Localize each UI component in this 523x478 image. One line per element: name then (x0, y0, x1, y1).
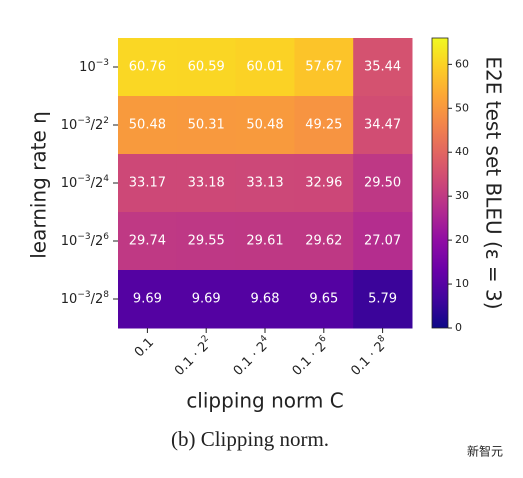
cell-label: 50.31 (188, 118, 225, 133)
label-part: 4 (103, 174, 109, 184)
cell-label: 33.13 (246, 176, 283, 191)
cell-label: 32.96 (305, 176, 342, 191)
x-tick-label: 0.1 · 26 (288, 333, 333, 378)
cell-label: 29.61 (246, 234, 283, 249)
label-part: 2 (199, 333, 210, 344)
label-part: −3 (77, 290, 90, 300)
label-part: −3 (77, 174, 90, 184)
label-part: −3 (96, 58, 109, 68)
cell-label: 33.17 (129, 176, 166, 191)
heatmap-cell (353, 38, 413, 97)
y-tick-label: 10−3/24 (61, 174, 109, 191)
heatmap-cell (353, 270, 413, 329)
cell-label: 60.59 (188, 60, 225, 75)
cell-label: 9.65 (309, 292, 338, 307)
heatmap-cell (176, 212, 237, 271)
y-tick-label: 10−3/22 (61, 116, 109, 133)
x-tick-label: 0.1 · 28 (347, 333, 392, 378)
colorbar (431, 37, 449, 329)
heatmap-cell (235, 38, 295, 97)
caption: (b) Clipping norm. (171, 427, 329, 451)
heatmap-cell (118, 154, 178, 213)
colorbar-tick-label: 30 (455, 189, 469, 202)
y-tick-label: 10−3/28 (61, 290, 109, 307)
cell-label: 9.68 (251, 292, 280, 307)
cell-label: 29.62 (305, 234, 342, 249)
heatmap-cell (235, 270, 295, 329)
heatmap-cell (353, 212, 413, 271)
heatmap-cell (118, 270, 178, 329)
label-part: 6 (317, 333, 328, 344)
label-part: −3 (77, 116, 90, 126)
colorbar-label: E2E test set BLEU (ε = 3) (482, 56, 506, 309)
heatmap-cell (118, 38, 178, 97)
label-part: 10 (61, 176, 78, 191)
x-tick-label: 0.1 · 22 (170, 333, 215, 378)
cell-label: 5.79 (368, 292, 397, 307)
label-part: /2 (91, 234, 104, 249)
label-part: 10 (61, 292, 78, 307)
y-tick-label: 10−3/26 (61, 232, 109, 249)
label-part: 8 (103, 290, 109, 300)
cell-label: 50.48 (246, 118, 283, 133)
cell-label: 57.67 (305, 60, 342, 75)
heatmap-cell (294, 96, 354, 155)
y-axis-label: learning rate η (27, 111, 51, 259)
cell-label: 60.76 (129, 60, 166, 75)
label-part: 6 (103, 232, 109, 242)
cell-label: 50.48 (129, 118, 166, 133)
x-tick-label: 0.1 · 24 (229, 333, 274, 378)
heatmap-cell (235, 154, 295, 213)
colorbar-tick-label: 20 (455, 233, 469, 246)
cell-label: 33.18 (188, 176, 225, 191)
label-part: 4 (258, 333, 269, 344)
heatmap-cell (176, 38, 237, 97)
colorbar-tick-label: 40 (455, 145, 469, 158)
label-part: /2 (91, 118, 104, 133)
cell-label: 29.74 (129, 234, 166, 249)
colorbar-tick-label: 10 (455, 277, 469, 290)
label-part: 10 (61, 234, 78, 249)
cell-label: 29.55 (188, 234, 225, 249)
heatmap-cell (353, 154, 413, 213)
watermark: 新智元 (467, 444, 503, 459)
heatmap-cell (294, 212, 354, 271)
colorbar-tick-label: 60 (455, 57, 469, 70)
heatmap-cell (235, 96, 295, 155)
cell-label: 35.44 (364, 60, 401, 75)
heatmap-cell (294, 154, 354, 213)
cell-label: 27.07 (364, 234, 401, 249)
heatmap-cell (118, 212, 178, 271)
colorbar-tick-label: 0 (455, 321, 462, 334)
cell-label: 9.69 (192, 292, 221, 307)
heatmap-cell (235, 212, 295, 271)
label-part: /2 (91, 176, 104, 191)
label-part: −3 (77, 232, 90, 242)
label-part: 0.1 (131, 335, 156, 360)
label-part: 10 (79, 60, 96, 75)
label-part: 2 (103, 116, 109, 126)
cell-label: 49.25 (305, 118, 342, 133)
cell-label: 29.50 (364, 176, 401, 191)
heatmap-cell (294, 270, 354, 329)
heatmap-cell (176, 96, 237, 155)
x-axis-label: clipping norm C (186, 389, 343, 413)
label-part: /2 (91, 292, 104, 307)
heatmap-cell (176, 270, 237, 329)
heatmap-cell (353, 96, 413, 155)
cell-label: 34.47 (364, 118, 401, 133)
y-tick-label: 10−3 (79, 58, 109, 75)
label-part: 8 (376, 333, 387, 344)
colorbar-tick-label: 50 (455, 101, 469, 114)
heatmap-cell (294, 38, 354, 97)
x-tick-label: 0.1 (131, 335, 156, 360)
heatmap-cell (176, 154, 237, 213)
cell-label: 60.01 (246, 60, 283, 75)
cell-label: 9.69 (133, 292, 162, 307)
heatmap-cell (118, 96, 178, 155)
label-part: 10 (61, 118, 78, 133)
